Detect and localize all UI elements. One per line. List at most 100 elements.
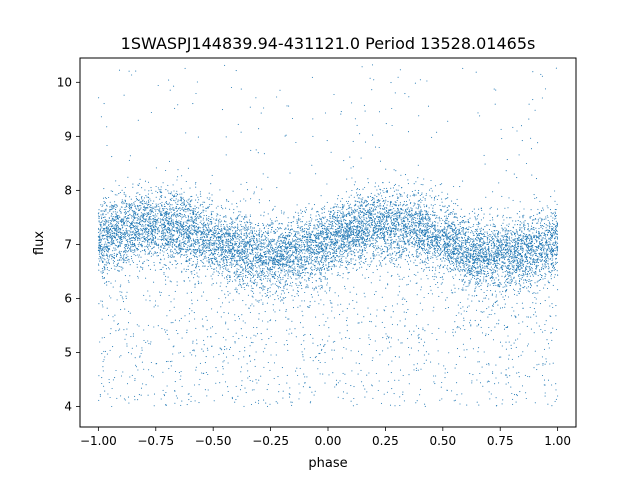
data-point: [457, 261, 459, 263]
data-point: [330, 267, 332, 269]
data-point: [237, 395, 239, 397]
data-point: [546, 339, 548, 341]
data-point: [101, 382, 103, 385]
data-point: [391, 124, 393, 127]
data-point: [177, 225, 179, 227]
data-point: [359, 263, 361, 265]
data-point: [278, 383, 280, 386]
data-point: [291, 267, 293, 269]
data-point: [309, 301, 311, 303]
data-point: [398, 285, 400, 287]
data-point: [477, 277, 479, 280]
data-point: [275, 290, 278, 292]
data-point: [337, 382, 339, 384]
data-point: [229, 250, 231, 252]
data-point: [302, 234, 304, 237]
data-point: [260, 275, 262, 277]
data-point: [501, 244, 503, 246]
data-point: [408, 231, 410, 233]
data-point: [345, 238, 347, 240]
data-point: [132, 210, 134, 212]
data-point: [271, 248, 273, 251]
data-point: [164, 205, 166, 208]
data-point: [195, 239, 197, 241]
data-point: [394, 263, 396, 265]
data-point: [293, 239, 295, 241]
data-point: [428, 213, 430, 216]
data-point: [145, 195, 147, 197]
data-point: [453, 277, 455, 280]
data-point: [165, 202, 168, 204]
data-point: [552, 254, 554, 257]
data-point: [302, 231, 304, 233]
data-point: [148, 231, 150, 233]
data-point: [360, 369, 362, 371]
data-point: [238, 239, 240, 241]
data-point: [222, 257, 224, 259]
data-point: [195, 229, 197, 232]
data-point: [246, 363, 248, 365]
data-point: [529, 376, 531, 378]
data-point: [310, 267, 312, 269]
data-point: [433, 251, 435, 253]
data-point: [147, 219, 149, 221]
data-point: [195, 264, 198, 266]
data-point: [230, 263, 232, 265]
data-point: [537, 218, 539, 220]
data-point: [544, 245, 546, 247]
data-point: [262, 274, 264, 276]
data-point: [144, 212, 146, 214]
data-point: [247, 226, 249, 228]
data-point: [147, 243, 149, 245]
data-point: [363, 243, 365, 245]
data-point: [378, 111, 381, 113]
data-point: [184, 231, 186, 233]
data-point: [453, 185, 455, 188]
data-point: [156, 227, 158, 229]
data-point: [97, 213, 99, 215]
data-point: [331, 306, 333, 308]
data-point: [493, 284, 495, 287]
data-point: [263, 268, 265, 270]
data-point: [396, 193, 398, 195]
data-point: [462, 220, 465, 222]
data-point: [150, 204, 152, 206]
data-point: [500, 128, 502, 130]
data-point: [470, 278, 472, 280]
data-point: [522, 250, 524, 252]
data-point: [115, 225, 117, 227]
data-point: [195, 181, 197, 184]
data-point: [295, 274, 297, 276]
data-point: [328, 228, 330, 230]
data-point: [385, 256, 387, 258]
data-point: [174, 319, 176, 321]
data-point: [346, 209, 348, 211]
data-point: [260, 249, 262, 251]
data-point: [180, 198, 182, 200]
data-point: [332, 238, 334, 240]
data-point: [424, 199, 426, 201]
data-point: [311, 207, 313, 209]
data-point: [270, 284, 272, 286]
data-point: [325, 233, 327, 236]
data-point: [195, 199, 197, 201]
data-point: [371, 211, 373, 213]
data-point: [258, 318, 260, 320]
data-point: [444, 255, 446, 257]
data-point: [147, 193, 149, 195]
data-point: [232, 245, 234, 247]
data-point: [544, 395, 546, 397]
data-point: [332, 243, 335, 245]
data-point: [324, 361, 326, 364]
data-point: [462, 262, 465, 265]
data-point: [194, 318, 196, 320]
data-point: [114, 205, 116, 207]
data-point: [347, 260, 349, 262]
data-point: [329, 287, 331, 289]
data-point: [431, 232, 433, 234]
data-point: [261, 268, 264, 270]
data-point: [482, 233, 485, 235]
data-point: [171, 204, 173, 206]
data-point: [485, 242, 487, 244]
data-point: [434, 249, 436, 251]
